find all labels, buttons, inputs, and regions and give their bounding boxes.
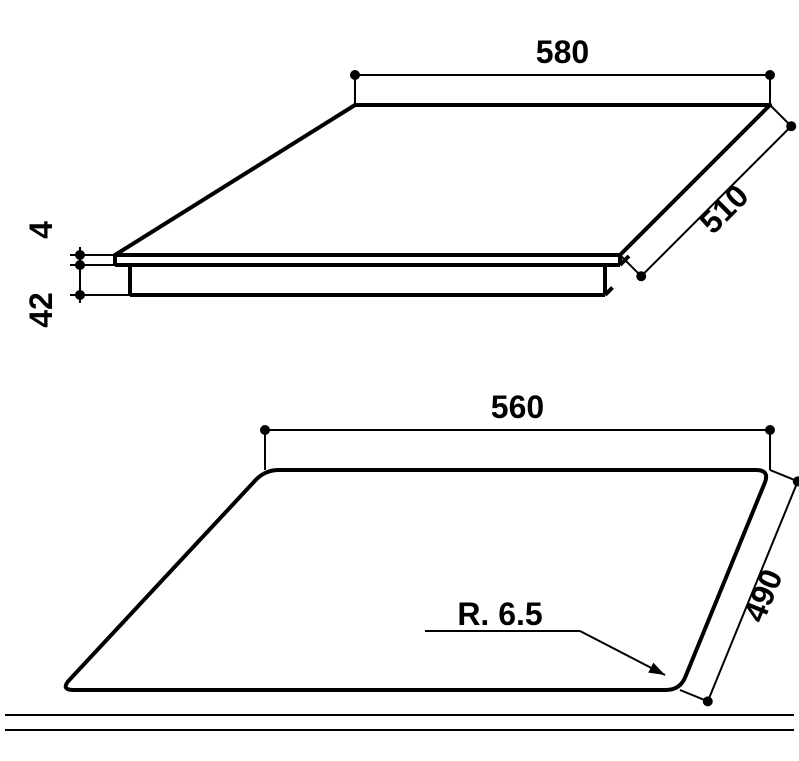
dim-radius-label: R. 6.5 [457, 596, 542, 632]
dim-depth-510: 510 [692, 177, 755, 240]
dim-thickness-42: 42 [23, 292, 59, 328]
dim-width-580: 580 [536, 34, 589, 70]
dim-cutout-width-560: 560 [491, 389, 544, 425]
dim-cutout-depth-490: 490 [736, 564, 790, 627]
hob-top-view: 580 510 4 42 [23, 34, 796, 328]
cutout-view: 560 490 R. 6.5 [5, 389, 799, 730]
dim-thickness-4: 4 [23, 221, 59, 239]
technical-drawing: 580 510 4 42 560 490 R. 6.5 [0, 0, 799, 761]
